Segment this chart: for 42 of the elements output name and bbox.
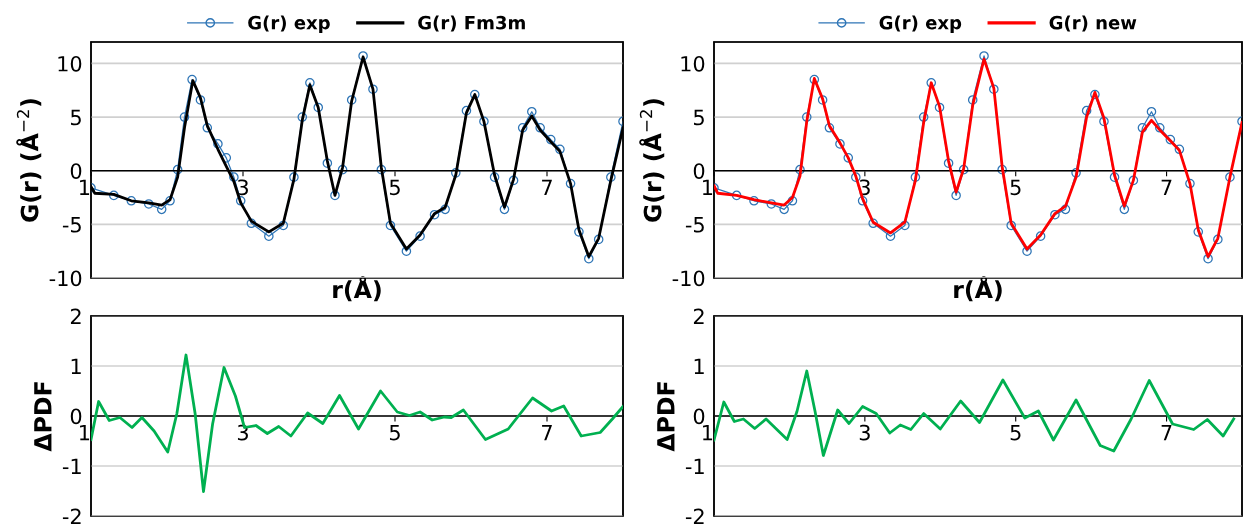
- y-axis-title: G(r) (Å$^{−2}$): [639, 99, 665, 222]
- y-tick-label: 0: [693, 408, 705, 425]
- y-tick-label: 2: [693, 308, 704, 324]
- x-axis-title: r(Å): [954, 276, 1002, 302]
- x-tick-label: 5: [389, 424, 400, 441]
- legend-label: G(r) new: [1049, 15, 1137, 32]
- y-tick-label: 2: [70, 308, 81, 324]
- x-tick-label: 7: [542, 179, 552, 195]
- x-tick-label: 5: [1010, 179, 1021, 196]
- x-tick-label: 5: [389, 179, 400, 196]
- line-series: [91, 353, 623, 493]
- y-tick-label: 10: [681, 55, 705, 72]
- line-series: [714, 369, 1236, 457]
- y-tick-label: 5: [694, 109, 704, 126]
- y-tick-label: -2: [685, 508, 704, 524]
- y-tick-label: -10: [49, 270, 82, 287]
- x-tick-label: 7: [1161, 424, 1172, 441]
- x-tick-label: 7: [1161, 179, 1172, 195]
- y-tick-label: 1: [694, 358, 704, 374]
- legend-label: G(r) Fm3m: [418, 15, 525, 32]
- y-axis-title: ΔPDF: [34, 382, 52, 452]
- y-tick-label: 0: [693, 163, 705, 179]
- y-tick-label: -10: [672, 270, 705, 287]
- x-tick-label: 5: [1010, 424, 1021, 441]
- x-tick-label: 3: [237, 179, 248, 196]
- y-tick-label: 1: [71, 358, 81, 374]
- x-tick-label: 3: [859, 424, 870, 441]
- legend-label: G(r) exp: [879, 15, 962, 33]
- y-tick-label: -5: [685, 217, 704, 233]
- y-tick-label: -5: [62, 217, 81, 233]
- y-tick-label: -1: [685, 458, 704, 474]
- y-tick-label: 0: [70, 408, 82, 425]
- y-tick-label: 5: [71, 109, 81, 126]
- y-tick-label: 10: [58, 55, 82, 72]
- x-tick-label: 7: [542, 424, 552, 441]
- y-axis-title: G(r) (Å$^{−2}$): [16, 99, 42, 222]
- y-axis-title: ΔPDF: [657, 382, 675, 452]
- y-tick-label: -1: [62, 458, 81, 474]
- legend-label: G(r) exp: [248, 15, 330, 33]
- y-tick-label: -2: [62, 508, 81, 524]
- y-tick-label: 0: [70, 163, 82, 179]
- x-axis-title: r(Å): [333, 276, 381, 302]
